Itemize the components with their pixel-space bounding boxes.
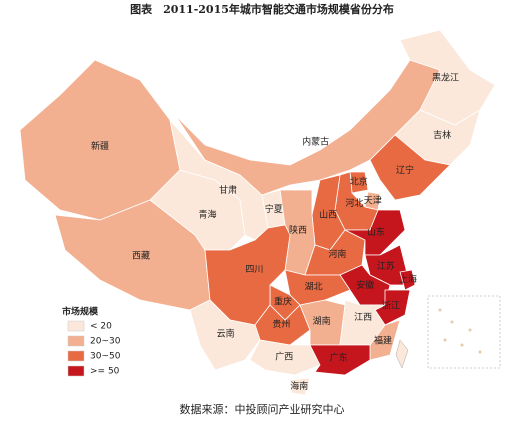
province-label: 重庆	[274, 296, 292, 308]
province-label: 西藏	[132, 250, 150, 262]
province	[289, 377, 311, 396]
province-label: 福建	[374, 335, 392, 347]
province-label: 山东	[367, 226, 385, 238]
province	[249, 339, 321, 376]
province	[399, 269, 416, 291]
province-label: 浙江	[382, 299, 400, 311]
legend-label: 20~30	[90, 337, 121, 347]
province-label: 宁夏	[265, 203, 283, 215]
province-label: 上海	[399, 273, 417, 285]
taiwan-shape	[395, 339, 409, 369]
province-label: 海南	[290, 380, 308, 392]
province-label: 新疆	[91, 140, 109, 152]
province-label: 江苏	[377, 260, 395, 272]
legend-label: >= 50	[90, 367, 120, 377]
province-label: 天津	[364, 195, 382, 206]
legend-swatch	[67, 335, 85, 347]
south-sea-inset	[427, 295, 501, 369]
province	[369, 134, 451, 201]
province-label: 广东	[330, 352, 348, 364]
legend: 市场规模 < 20 20~30 30~50 >= 50	[62, 306, 121, 377]
province-label: 黑龙江	[432, 71, 459, 83]
legend-swatch	[67, 320, 85, 332]
province-label: 贵州	[272, 318, 290, 330]
province	[309, 344, 371, 376]
province-label: 内蒙古	[302, 135, 329, 147]
province-label: 广西	[275, 351, 293, 363]
province-label: 湖北	[305, 282, 323, 293]
legend-swatch	[67, 365, 85, 377]
province-label: 甘肃	[219, 184, 237, 196]
south-sea-islands	[438, 308, 482, 354]
province-label: 北京	[350, 175, 368, 187]
province-label: 江西	[354, 312, 372, 323]
province-label: 河南	[328, 248, 346, 260]
legend-swatch	[67, 350, 85, 362]
province	[344, 209, 406, 256]
legend-title: 市场规模	[62, 306, 99, 318]
legend-label: < 20	[90, 322, 112, 332]
province-label: 湖南	[313, 315, 331, 327]
province-label: 青海	[198, 209, 216, 221]
province-label: 四川	[245, 265, 263, 275]
source-note: 数据来源：中投顾问产业研究中心	[180, 402, 345, 416]
legend-label: 30~50	[90, 352, 121, 362]
province-label: 山西	[319, 210, 337, 221]
province-label: 辽宁	[396, 164, 414, 176]
province-label: 安徽	[356, 279, 374, 291]
province-label: 云南	[217, 327, 235, 339]
province-label: 陕西	[289, 224, 307, 236]
province-label: 河北	[345, 197, 363, 209]
province-label: 吉林	[433, 129, 451, 141]
title: 图表 2011-2015年城市智能交通市场规模省份分布	[130, 2, 394, 16]
